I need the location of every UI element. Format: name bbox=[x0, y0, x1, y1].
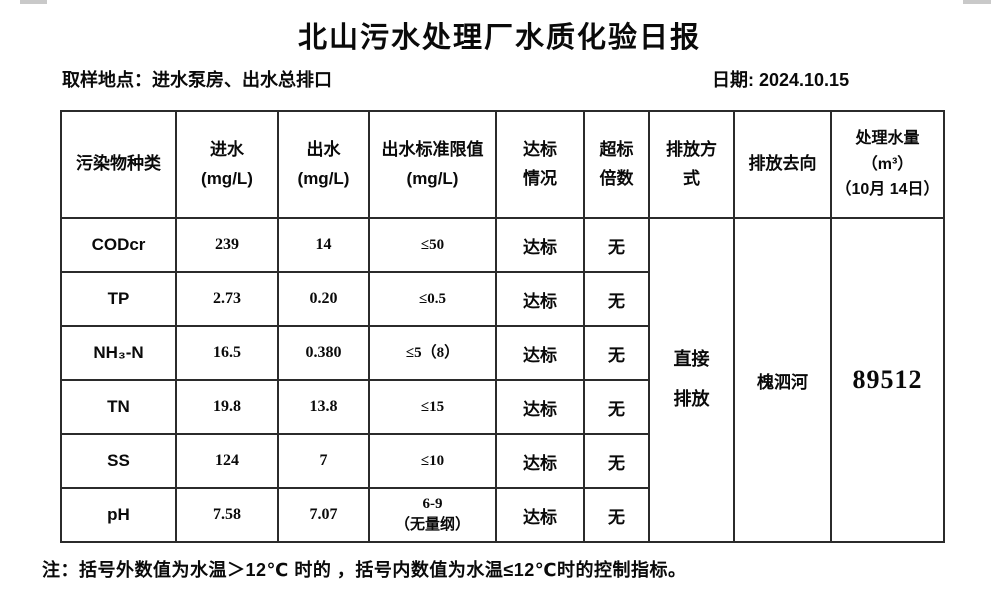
cell-effluent: 0.380 bbox=[277, 325, 370, 381]
cell-pollutant: CODcr bbox=[60, 217, 177, 273]
subheader: 取样地点：进水泵房、出水总排口 日期: 2024.10.15 bbox=[62, 66, 940, 92]
table-row: CODcr 239 14 ≤50 达标 无 直接 排放 槐泗河 89512 bbox=[60, 217, 945, 543]
table-row: pH 7.58 7.07 6-9 （无量纲） 达标 无 bbox=[60, 487, 944, 543]
cell-treated-volume: 89512 bbox=[830, 217, 945, 543]
cell-pollutant: TP bbox=[60, 271, 177, 327]
header-pollutant: 污染物种类 bbox=[60, 110, 177, 219]
cell-compliance: 达标 bbox=[495, 487, 585, 543]
cell-effluent: 13.8 bbox=[277, 379, 370, 435]
cell-effluent: 14 bbox=[277, 217, 370, 273]
cell-compliance: 达标 bbox=[495, 217, 585, 273]
cell-exceed: 无 bbox=[583, 325, 650, 381]
cell-discharge-destination: 槐泗河 bbox=[733, 217, 832, 543]
sampling-location: 取样地点：进水泵房、出水总排口 bbox=[62, 70, 332, 90]
table-row: TN 19.8 13.8 ≤15 达标 无 bbox=[60, 379, 944, 435]
cell-limit: ≤15 bbox=[368, 379, 497, 435]
cell-effluent: 7 bbox=[277, 433, 370, 489]
cell-influent: 19.8 bbox=[175, 379, 279, 435]
cell-limit: ≤0.5 bbox=[368, 271, 497, 327]
cell-limit: ≤5（8） bbox=[368, 325, 497, 381]
cell-exceed: 无 bbox=[583, 271, 650, 327]
cell-compliance: 达标 bbox=[495, 379, 585, 435]
cell-limit: 6-9 （无量纲） bbox=[368, 487, 497, 543]
table-row: TP 2.73 0.20 ≤0.5 达标 无 bbox=[60, 271, 944, 327]
cell-exceed: 无 bbox=[583, 379, 650, 435]
cell-exceed: 无 bbox=[583, 433, 650, 489]
header-discharge-destination: 排放去向 bbox=[733, 110, 832, 219]
header-discharge-method: 排放方 式 bbox=[648, 110, 735, 219]
header-treated-volume: 处理水量 （m³） （10月 14日） bbox=[830, 110, 945, 219]
cell-compliance: 达标 bbox=[495, 325, 585, 381]
cell-pollutant: pH bbox=[60, 487, 177, 543]
page-edge-mark-right bbox=[963, 0, 991, 4]
water-quality-table: 污染物种类 进水 (mg/L) 出水 (mg/L) 出水标准限值 (mg/L) … bbox=[60, 110, 945, 543]
cell-influent: 239 bbox=[175, 217, 279, 273]
cell-influent: 7.58 bbox=[175, 487, 279, 543]
cell-exceed: 无 bbox=[583, 487, 650, 543]
cell-pollutant: SS bbox=[60, 433, 177, 489]
page-title: 北山污水处理厂水质化验日报 bbox=[297, 22, 701, 54]
cell-pollutant: TN bbox=[60, 379, 177, 435]
cell-compliance: 达标 bbox=[495, 271, 585, 327]
header-influent: 进水 (mg/L) bbox=[175, 110, 279, 219]
table-header-row: 污染物种类 进水 (mg/L) 出水 (mg/L) 出水标准限值 (mg/L) … bbox=[60, 110, 945, 219]
header-exceed: 超标 倍数 bbox=[583, 110, 650, 219]
cell-limit: ≤50 bbox=[368, 217, 497, 273]
cell-effluent: 0.20 bbox=[277, 271, 370, 327]
cell-pollutant: NH₃-N bbox=[60, 325, 177, 381]
header-effluent: 出水 (mg/L) bbox=[277, 110, 370, 219]
table-row: NH₃-N 16.5 0.380 ≤5（8） 达标 无 bbox=[60, 325, 944, 381]
cell-limit: ≤10 bbox=[368, 433, 497, 489]
footnote: 注：括号外数值为水温＞12℃ 时的 ，括号内数值为水温≤12℃时的控制指标。 bbox=[42, 560, 687, 580]
cell-exceed: 无 bbox=[583, 217, 650, 273]
cell-discharge-method: 直接 排放 bbox=[648, 217, 735, 543]
cell-influent: 124 bbox=[175, 433, 279, 489]
cell-influent: 2.73 bbox=[175, 271, 279, 327]
header-limit: 出水标准限值 (mg/L) bbox=[368, 110, 497, 219]
cell-influent: 16.5 bbox=[175, 325, 279, 381]
cell-compliance: 达标 bbox=[495, 433, 585, 489]
header-compliance: 达标 情况 bbox=[495, 110, 585, 219]
report-date: 日期: 2024.10.15 bbox=[712, 70, 850, 90]
page-edge-mark-left bbox=[20, 0, 47, 4]
cell-effluent: 7.07 bbox=[277, 487, 370, 543]
table-row: SS 124 7 ≤10 达标 无 bbox=[60, 433, 944, 489]
